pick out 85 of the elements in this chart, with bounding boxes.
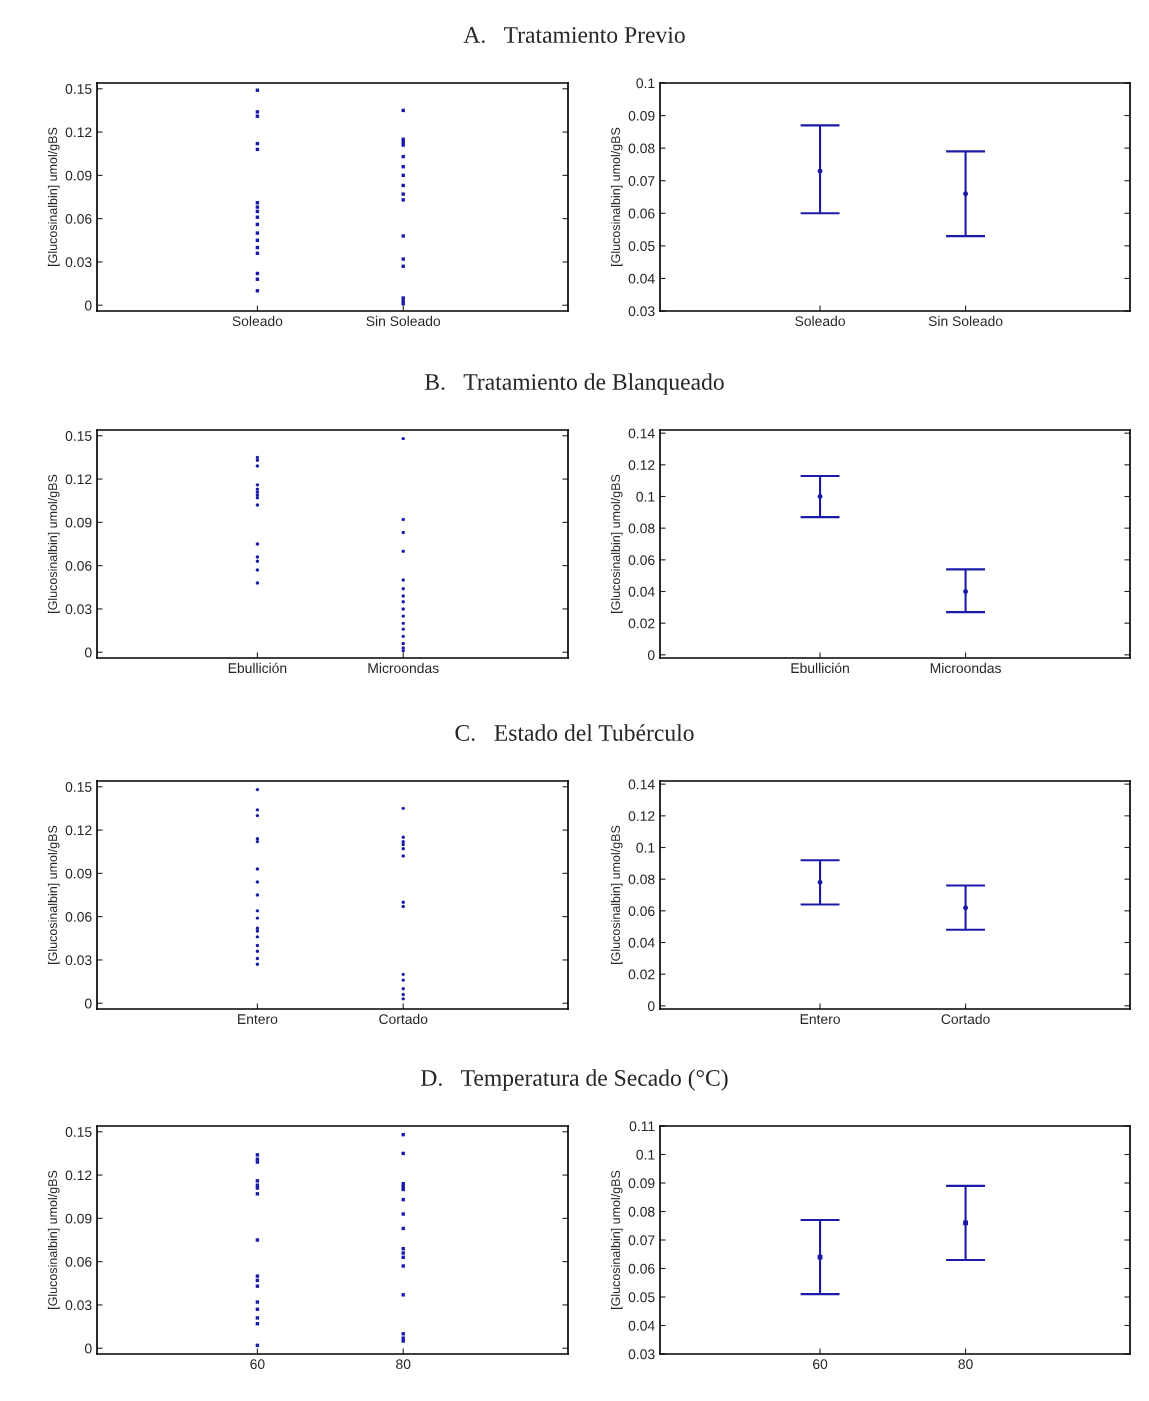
y-axis-title: [Glucosinalbin] umol/gBS [610,474,623,613]
y-tick-label: 0.05 [628,241,655,252]
y-tick-label: 0.12 [628,460,655,470]
y-tick-label: 0.04 [628,273,655,284]
y-tick-label: 0.04 [628,586,655,597]
x-tick-label: Ebullición [228,662,287,674]
y-tick-label: 0.1 [636,78,655,89]
y-tick-label: 0.06 [628,906,655,916]
y-tick-label: 0.12 [65,1170,92,1181]
y-tick-label: 0.14 [628,779,655,790]
y-tick-label: 0.04 [628,1320,655,1331]
y-tick-label: 0.03 [628,306,655,317]
y-tick-label: 0.02 [628,969,655,980]
y-tick-label: 0.08 [628,874,655,885]
x-tick-label: Soleado [232,315,283,327]
y-tick-label: 0.09 [65,517,92,528]
chart-title: A. Tratamiento Previo [463,27,685,44]
x-tick-label: Soleado [795,315,845,327]
y-tick-label: 0.1 [636,842,655,853]
y-tick-label: 0.14 [628,428,655,439]
y-tick-label: 0.12 [628,811,655,821]
y-tick-label: 0.15 [65,1127,92,1137]
y-tick-label: 0.1 [636,491,655,502]
y-tick-label: 0.03 [65,257,92,268]
y-axis-title: [Glucosinalbin] umol/gBS [610,127,623,266]
y-tick-label: 0.04 [628,937,655,948]
x-tick-label: Sin Soleado [928,315,1003,327]
x-tick-label: Sin Soleado [366,315,441,327]
y-axis-title: [Glucosinalbin] umol/gBS [610,1170,623,1309]
x-tick-label: Cortado [379,1013,428,1025]
x-tick-label: Ebullición [791,662,849,674]
x-tick-label: 80 [396,1359,411,1370]
y-tick-label: 0.15 [65,782,92,792]
y-tick-label: 0 [647,1001,655,1011]
y-tick-label: 0.06 [628,208,655,219]
y-tick-label: 0.12 [65,825,92,836]
x-tick-label: Microondas [930,662,1001,674]
y-tick-label: 0.06 [65,560,92,571]
y-axis-title: [Glucosinalbin] umol/gBS [47,825,60,964]
x-tick-label: Entero [800,1014,840,1025]
chart-title: B. Tratamiento de Blanqueado [424,373,724,395]
y-tick-label: 0 [84,300,92,311]
y-tick-label: 0.15 [65,84,92,94]
y-tick-label: 0 [84,647,92,658]
y-tick-label: 0.02 [628,618,655,629]
y-tick-label: 0 [647,650,655,660]
y-tick-label: 0.08 [628,143,655,154]
y-tick-label: 0.12 [65,127,92,138]
y-tick-label: 0.08 [628,1206,655,1217]
y-tick-label: 0 [84,998,92,1009]
y-tick-label: 0.03 [628,1349,655,1360]
y-tick-label: 0.15 [65,431,92,441]
y-tick-label: 0.12 [65,474,92,485]
y-tick-label: 0.09 [65,868,92,879]
y-axis-title: [Glucosinalbin] umol/gBS [610,825,623,964]
y-tick-label: 0.09 [65,170,92,181]
y-tick-label: 0.11 [629,1121,655,1132]
y-axis-title: [Glucosinalbin] umol/gBS [47,1170,60,1309]
y-tick-label: 0.06 [628,1263,655,1274]
y-tick-label: 0.1 [636,1149,655,1160]
y-axis-title: [Glucosinalbin] umol/gBS [47,474,60,613]
y-tick-label: 0.06 [628,555,655,565]
x-tick-label: Entero [238,1014,278,1025]
y-tick-label: 0.03 [65,1300,92,1311]
y-tick-label: 0.09 [65,1213,92,1224]
x-tick-label: 80 [958,1359,973,1370]
y-tick-label: 0.05 [628,1292,655,1303]
x-tick-label: 60 [250,1359,265,1370]
y-tick-label: 0.06 [65,1256,92,1267]
chart-title: D. Temperatura de Secado (°C) [421,1069,728,1091]
y-tick-label: 0.08 [628,523,655,534]
y-tick-label: 0.03 [65,955,92,966]
chart-title: C. Estado del Tubérculo [455,724,694,742]
y-tick-label: 0.07 [628,1235,655,1246]
x-tick-label: Cortado [941,1013,990,1025]
x-tick-label: Microondas [368,662,439,674]
y-tick-label: 0.09 [628,1178,655,1189]
y-tick-label: 0.03 [65,604,92,615]
y-axis-title: [Glucosinalbin] umol/gBS [47,127,60,266]
y-tick-label: 0 [84,1343,92,1354]
y-tick-label: 0.06 [65,213,92,224]
x-tick-label: 60 [813,1359,828,1370]
y-tick-label: 0.07 [628,176,655,186]
y-tick-label: 0.09 [628,110,655,121]
y-tick-label: 0.06 [65,911,92,922]
